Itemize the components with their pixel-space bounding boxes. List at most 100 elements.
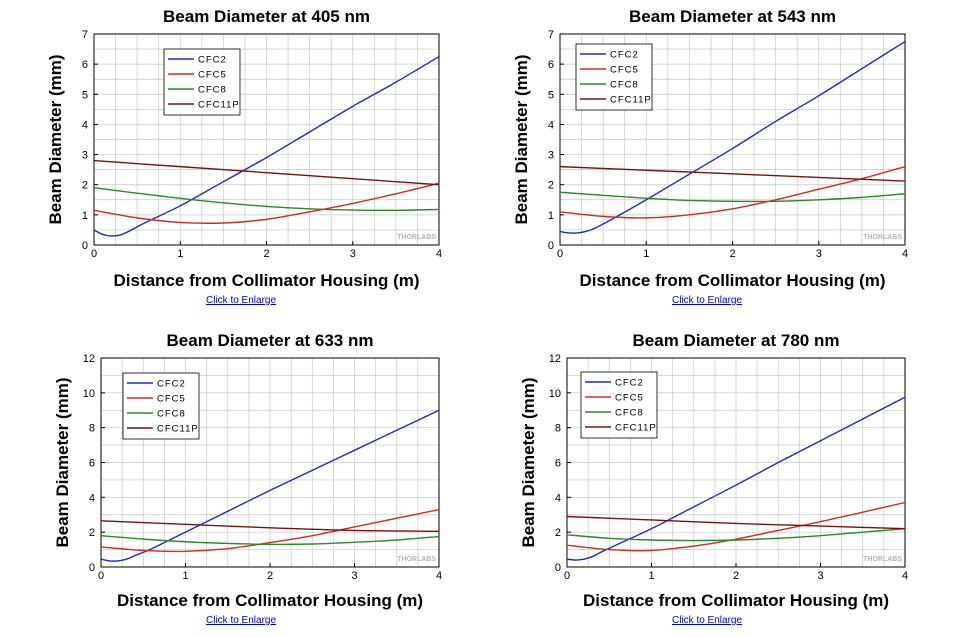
beam-diameter-chart-543nm: 0 1 2 3 4 0 1 2 3 4 5 6 7 Beam Diameter at 543 nm Dist… — [512, 7, 908, 290]
x-tick-label: 1 — [648, 570, 654, 582]
thorlabs-watermark: THORLABS — [863, 234, 902, 241]
y-tick-label: 2 — [555, 527, 561, 539]
series-line-cfc2 — [94, 56, 439, 237]
x-tick-label: 0 — [98, 570, 104, 582]
chart-title: Beam Diameter at 780 nm — [633, 331, 840, 350]
x-tick-label: 2 — [267, 570, 273, 582]
legend-label-cfc5: CFC5 — [610, 65, 639, 76]
y-tick-label: 0 — [555, 562, 561, 574]
x-tick-label: 1 — [177, 248, 183, 260]
x-tick-label: 4 — [436, 248, 442, 260]
y-tick-label: 3 — [82, 150, 88, 162]
series-line-cfc8 — [94, 187, 439, 212]
x-tick-label: 0 — [91, 248, 97, 260]
series-line-cfc11p — [101, 520, 439, 532]
x-tick-label: 2 — [733, 570, 739, 582]
thorlabs-watermark: THORLABS — [397, 234, 436, 241]
y-tick-label: 4 — [555, 492, 561, 504]
legend-label-cfc8: CFC8 — [610, 80, 639, 91]
series-line-cfc2 — [560, 40, 905, 234]
y-tick-label: 10 — [549, 388, 561, 400]
y-tick-label: 0 — [548, 240, 554, 252]
click-to-enlarge-link-543nm[interactable]: Click to Enlarge — [672, 295, 743, 306]
series-line-cfc2 — [101, 409, 439, 562]
series-line-cfc11p — [94, 159, 439, 186]
thorlabs-watermark: THORLABS — [863, 556, 902, 563]
chart-panel-633nm: 0 1 2 3 4 0 2 4 6 8 10 12 Beam Diameter at 633 nm Dis… — [0, 325, 466, 637]
y-axis-label: Beam Diameter (mm) — [519, 377, 538, 547]
series-line-cfc5 — [94, 182, 439, 224]
beam-diameter-chart-405nm: 0 1 2 3 4 0 1 2 3 4 5 6 7 Beam Diameter at 405 nm Dist… — [46, 7, 442, 290]
y-axis-label: Beam Diameter (mm) — [53, 377, 72, 547]
x-tick-label: 2 — [729, 248, 735, 260]
y-tick-label: 6 — [82, 59, 88, 71]
y-tick-label: 2 — [89, 527, 95, 539]
x-tick-label: 2 — [263, 248, 269, 260]
x-axis-label: Distance from Collimator Housing (m) — [113, 271, 419, 290]
y-tick-label: 12 — [549, 353, 561, 365]
series-line-cfc5 — [101, 508, 439, 553]
y-tick-label: 7 — [548, 29, 554, 41]
legend-label-cfc11p: CFC11P — [610, 95, 652, 106]
legend-label-cfc2: CFC2 — [198, 55, 227, 66]
y-tick-label: 4 — [89, 492, 95, 504]
y-tick-label: 3 — [548, 150, 554, 162]
legend-label-cfc11p: CFC11P — [157, 424, 199, 435]
y-tick-label: 2 — [82, 180, 88, 192]
legend-label-cfc2: CFC2 — [615, 378, 644, 389]
series-line-cfc8 — [567, 527, 905, 542]
series-line-cfc5 — [567, 501, 905, 552]
y-tick-label: 5 — [82, 89, 88, 101]
x-tick-label: 4 — [902, 248, 908, 260]
x-tick-label: 3 — [350, 248, 356, 260]
y-tick-label: 5 — [548, 89, 554, 101]
y-tick-label: 7 — [82, 29, 88, 41]
x-axis-label: Distance from Collimator Housing (m) — [117, 591, 423, 610]
legend-label-cfc8: CFC8 — [198, 85, 227, 96]
x-tick-label: 4 — [436, 570, 442, 582]
y-tick-label: 0 — [89, 562, 95, 574]
y-axis-label: Beam Diameter (mm) — [46, 54, 65, 224]
y-tick-label: 10 — [83, 388, 95, 400]
chart-panel-405nm: 0 1 2 3 4 0 1 2 3 4 5 6 7 Beam Diameter at 405 nm Dist… — [0, 0, 466, 325]
legend-label-cfc8: CFC8 — [615, 408, 644, 419]
click-to-enlarge-link-780nm[interactable]: Click to Enlarge — [672, 615, 743, 626]
legend-label-cfc5: CFC5 — [157, 394, 186, 405]
chart-panel-543nm: 0 1 2 3 4 0 1 2 3 4 5 6 7 Beam Diameter at 543 nm Dist… — [466, 0, 932, 325]
x-tick-label: 1 — [643, 248, 649, 260]
chart-title: Beam Diameter at 633 nm — [167, 331, 374, 350]
click-to-enlarge-link-633nm[interactable]: Click to Enlarge — [206, 615, 277, 626]
series-line-cfc5 — [560, 165, 905, 219]
chart-panel-780nm: 0 1 2 3 4 0 2 4 6 8 10 12 Beam Diameter at 780 nm Dis… — [466, 325, 932, 637]
series-line-cfc8 — [101, 534, 439, 546]
legend-label-cfc11p: CFC11P — [615, 423, 657, 434]
legend-label-cfc11p: CFC11P — [198, 100, 240, 111]
x-tick-label: 4 — [902, 570, 908, 582]
y-tick-label: 8 — [89, 423, 95, 435]
x-tick-label: 0 — [564, 570, 570, 582]
thorlabs-watermark: THORLABS — [397, 556, 436, 563]
legend-label-cfc8: CFC8 — [157, 409, 186, 420]
y-tick-label: 4 — [548, 119, 554, 131]
y-tick-label: 6 — [548, 59, 554, 71]
chart-title: Beam Diameter at 405 nm — [163, 7, 370, 26]
x-axis-label: Distance from Collimator Housing (m) — [583, 591, 889, 610]
legend-label-cfc2: CFC2 — [610, 50, 639, 61]
y-tick-label: 6 — [555, 458, 561, 470]
x-tick-label: 0 — [557, 248, 563, 260]
series-line-cfc8 — [560, 191, 905, 203]
legend-label-cfc5: CFC5 — [198, 70, 227, 81]
chart-title: Beam Diameter at 543 nm — [629, 7, 836, 26]
x-tick-label: 3 — [816, 248, 822, 260]
legend-label-cfc2: CFC2 — [157, 379, 186, 390]
y-tick-label: 1 — [548, 210, 554, 222]
y-tick-label: 2 — [548, 180, 554, 192]
y-axis-label: Beam Diameter (mm) — [512, 54, 531, 224]
series-line-cfc2 — [567, 396, 905, 561]
y-tick-label: 6 — [89, 458, 95, 470]
x-tick-label: 3 — [817, 570, 823, 582]
y-tick-label: 8 — [555, 423, 561, 435]
click-to-enlarge-link-405nm[interactable]: Click to Enlarge — [206, 295, 277, 306]
